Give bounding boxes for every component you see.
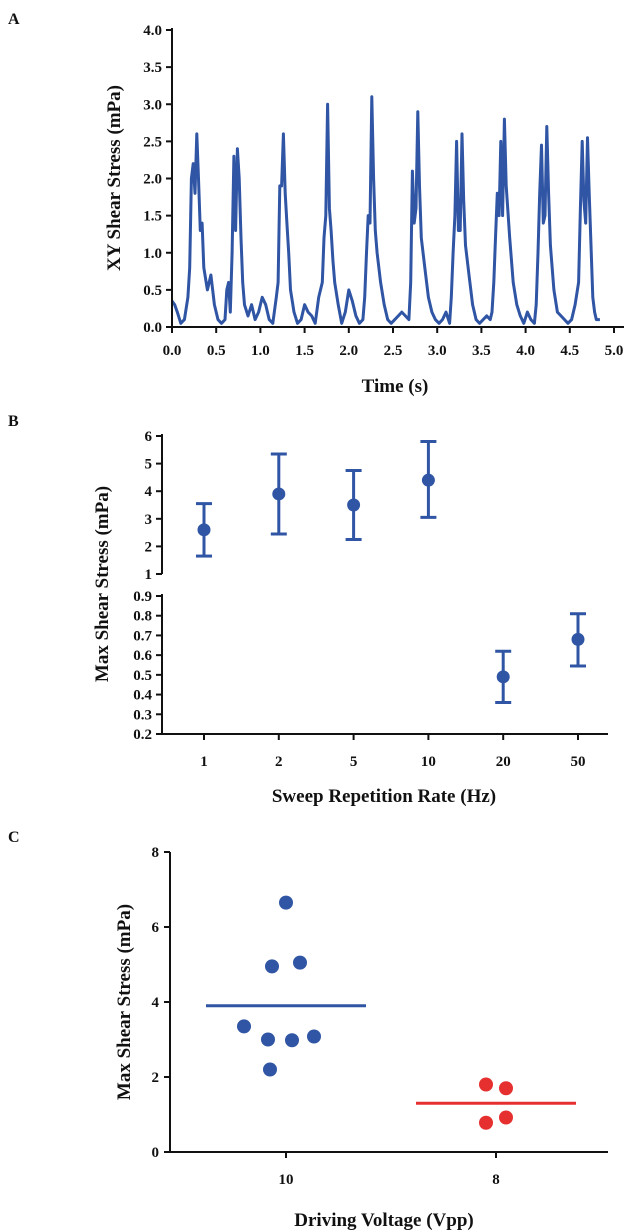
y-tick-label: 0.8 bbox=[133, 609, 152, 625]
panel-c: C 0 2 4 6 8 10 8 Driving Voltage (Vpp) Max She… bbox=[8, 829, 608, 1230]
data-point bbox=[279, 895, 293, 910]
y-tick-label: 5 bbox=[145, 457, 153, 473]
panel-b-x-label: Sweep Repetition Rate (Hz) bbox=[272, 786, 496, 807]
data-point bbox=[479, 1115, 493, 1130]
data-point bbox=[285, 1033, 299, 1048]
panel-a: A 0.0 0.5 1.0 1.5 2.0 2.5 3.0 3.5 4.0 4.5 5.00.00.… bbox=[8, 11, 624, 397]
y-tick-label: 2 bbox=[152, 1070, 160, 1086]
y-tick-label: 8 bbox=[152, 845, 160, 861]
y-tick-label: 2 bbox=[145, 539, 153, 555]
panel-a-x-label: Time (s) bbox=[362, 376, 429, 397]
panel-b: B 1 2 3 4 5 6 0.2 0.3 0.4 0.5 0.6 0.7 0.8 0.9 1 2 5 10 20 5… bbox=[8, 413, 608, 807]
x-tick-label: 20 bbox=[496, 754, 511, 770]
x-tick-label: 2 bbox=[275, 754, 283, 770]
data-point bbox=[293, 955, 307, 970]
data-point bbox=[571, 632, 585, 646]
x-tick-label: 1 bbox=[200, 754, 208, 770]
x-tick-label: 2.0 bbox=[339, 343, 358, 359]
data-point bbox=[499, 1110, 513, 1125]
y-tick-label: 4.0 bbox=[143, 23, 162, 39]
y-tick-label: 0.7 bbox=[133, 628, 152, 644]
panel-a-ticks: 0.0 0.5 1.0 1.5 2.0 2.5 3.0 3.5 4.0 4.5 5.0 0.0 0.5 1… bbox=[143, 23, 623, 359]
panel-b-marks bbox=[196, 440, 586, 704]
y-tick-label: 0.6 bbox=[133, 648, 152, 664]
data-point bbox=[237, 1019, 251, 1034]
x-tick-label: 1.0 bbox=[251, 343, 270, 359]
y-tick-label: 2.5 bbox=[143, 134, 162, 150]
y-tick-label: 1 bbox=[145, 567, 153, 583]
y-tick-label: 3 bbox=[145, 512, 153, 528]
panel-label-b: B bbox=[8, 413, 19, 430]
data-point bbox=[261, 1032, 275, 1047]
x-tick-label: 5 bbox=[350, 754, 358, 770]
y-tick-label: 2.0 bbox=[143, 172, 162, 188]
x-tick-label: 10 bbox=[421, 754, 436, 770]
y-tick-label: 4 bbox=[152, 995, 160, 1011]
y-tick-label: 0.4 bbox=[133, 688, 152, 704]
data-point bbox=[265, 959, 279, 974]
panel-c-marks bbox=[206, 895, 576, 1130]
x-tick-label: 5.0 bbox=[605, 343, 624, 359]
y-tick-label: 0.0 bbox=[143, 320, 162, 336]
panel-a-shear-line bbox=[170, 95, 600, 325]
x-tick-label: 4.0 bbox=[516, 343, 535, 359]
y-tick-label: 0 bbox=[152, 1145, 160, 1161]
x-tick-label: 50 bbox=[571, 754, 586, 770]
y-tick-label: 0.5 bbox=[133, 668, 152, 684]
panel-b-ticks: 1 2 3 4 5 6 0.2 0.3 0.4 0.5 0.6 0.7 0.8 0.9 1 2 5 10 20 50 bbox=[133, 429, 585, 770]
data-point bbox=[347, 498, 361, 512]
data-point bbox=[499, 1081, 513, 1096]
x-tick-label: 0.5 bbox=[207, 343, 226, 359]
y-tick-label: 3.5 bbox=[143, 60, 162, 76]
panel-c-y-label: Max Shear Stress (mPa) bbox=[114, 904, 135, 1100]
y-tick-label: 6 bbox=[152, 920, 160, 936]
panel-label-a: A bbox=[8, 11, 20, 28]
panel-b-y-label: Max Shear Stress (mPa) bbox=[92, 486, 113, 682]
x-tick-label: 2.5 bbox=[384, 343, 403, 359]
panel-c-ticks: 0 2 4 6 8 10 8 bbox=[152, 845, 500, 1188]
x-tick-label: 10 bbox=[279, 1172, 294, 1188]
x-tick-label: 0.0 bbox=[163, 343, 182, 359]
y-tick-label: 6 bbox=[145, 429, 153, 445]
y-tick-label: 0.9 bbox=[133, 589, 152, 605]
y-tick-label: 1.0 bbox=[143, 246, 162, 262]
panel-c-x-label: Driving Voltage (Vpp) bbox=[294, 1210, 473, 1230]
data-point bbox=[263, 1062, 277, 1077]
y-tick-label: 4 bbox=[145, 484, 153, 500]
data-point bbox=[272, 487, 286, 501]
x-tick-label: 4.5 bbox=[560, 343, 579, 359]
data-point bbox=[307, 1029, 321, 1044]
y-tick-label: 0.3 bbox=[133, 707, 152, 723]
data-point bbox=[479, 1077, 493, 1092]
y-tick-label: 3.0 bbox=[143, 97, 162, 113]
data-point bbox=[496, 670, 510, 684]
x-tick-label: 1.5 bbox=[295, 343, 314, 359]
y-tick-label: 0.5 bbox=[143, 283, 162, 299]
panel-a-y-label: XY Shear Stress (mPa) bbox=[104, 85, 125, 271]
x-tick-label: 3.0 bbox=[428, 343, 447, 359]
data-point bbox=[197, 523, 211, 537]
x-tick-label: 8 bbox=[492, 1172, 500, 1188]
y-tick-label: 0.2 bbox=[133, 727, 152, 743]
panel-label-c: C bbox=[8, 829, 20, 846]
x-tick-label: 3.5 bbox=[472, 343, 491, 359]
y-tick-label: 1.5 bbox=[143, 209, 162, 225]
data-point bbox=[421, 473, 435, 487]
